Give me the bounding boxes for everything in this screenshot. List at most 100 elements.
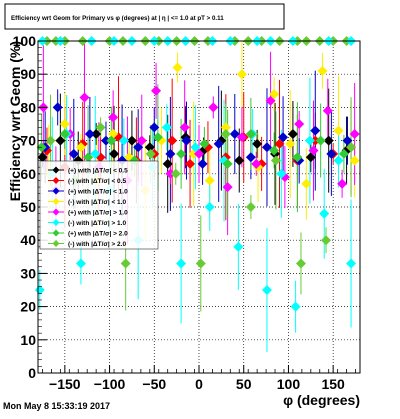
data-point	[165, 148, 176, 159]
data-point	[79, 92, 90, 103]
grid	[38, 40, 360, 374]
data-point	[194, 148, 204, 159]
data-point	[321, 235, 332, 246]
data-point	[285, 138, 296, 149]
data-point	[75, 142, 86, 153]
data-point	[213, 138, 224, 149]
data-point	[55, 135, 66, 146]
y-tick-label: 60	[20, 166, 36, 182]
data-point	[245, 152, 256, 163]
data-point	[37, 152, 48, 163]
data-point	[149, 122, 160, 133]
data-point	[34, 285, 45, 295]
legend-label: (-) with |ΔT/σ| < 1.0	[68, 199, 126, 206]
data-point	[222, 182, 233, 193]
data-point	[83, 152, 94, 163]
data-point	[152, 132, 163, 143]
legend-label: (+) with |ΔT/σ| > 1.0	[68, 210, 128, 217]
data-point	[190, 142, 201, 153]
data-point	[161, 122, 172, 133]
data-point	[346, 142, 357, 153]
legend-label: (-) with |ΔT/σ| > 2.0	[68, 241, 126, 248]
x-tick-label: −150	[49, 376, 81, 392]
data-point	[251, 158, 262, 169]
data-point	[229, 128, 240, 139]
data-point	[68, 148, 79, 159]
data-point	[170, 168, 181, 179]
data-points	[34, 36, 360, 312]
data-point	[195, 258, 206, 269]
data-point	[317, 65, 328, 76]
data-point	[349, 155, 360, 166]
y-tick-label: 30	[20, 265, 36, 281]
x-tick-label: 100	[277, 376, 301, 392]
x-axis-label: φ (degrees)	[283, 392, 360, 408]
data-point	[337, 178, 348, 189]
data-point	[236, 132, 247, 143]
data-point	[276, 168, 287, 179]
data-point	[222, 158, 233, 169]
data-point	[100, 135, 111, 146]
axes: −150 −100 −50 0 50 100 150 0 10 20 30 40 50 60 70 80 90 1…	[13, 33, 356, 392]
data-point	[151, 85, 162, 96]
x-tick-label: 150	[321, 376, 345, 392]
data-point	[118, 135, 129, 146]
data-point	[120, 258, 131, 269]
data-point	[287, 128, 298, 139]
y-tick-label: 90	[20, 66, 36, 82]
title-box	[4, 3, 285, 30]
data-point	[204, 175, 215, 186]
data-point	[234, 155, 245, 166]
y-tick-label: 100	[13, 33, 37, 49]
data-point	[322, 105, 333, 116]
legend-marker	[52, 240, 60, 247]
legend-label: (-) with |ΔT/σ| > 1.0	[68, 220, 126, 227]
x-tick-label: 0	[195, 376, 203, 392]
data-point	[90, 148, 101, 159]
timestamp: Mon May 8 15:33:19 2017	[3, 401, 110, 411]
data-point	[204, 202, 215, 212]
data-point	[233, 241, 244, 252]
data-point	[84, 128, 95, 139]
data-point	[349, 128, 360, 139]
data-point	[220, 122, 231, 133]
y-tick-label: 20	[20, 299, 36, 315]
legend-label: (+) with |ΔT/σ| < 0.5	[68, 168, 128, 175]
data-point	[338, 148, 349, 159]
data-point	[126, 135, 137, 146]
data-point	[176, 148, 187, 159]
legend-marker	[52, 177, 60, 184]
data-point	[252, 138, 263, 149]
data-point	[95, 122, 106, 133]
data-point	[181, 135, 192, 146]
data-point	[199, 138, 210, 149]
data-point	[185, 158, 196, 169]
data-point	[315, 135, 326, 146]
data-point	[261, 142, 272, 153]
data-point	[294, 119, 305, 129]
legend-marker	[52, 198, 60, 205]
data-point	[45, 135, 56, 146]
y-tick-label: 40	[20, 232, 36, 248]
data-point	[319, 208, 330, 219]
data-point	[346, 258, 357, 269]
x-tick-label: 50	[236, 376, 252, 392]
data-point	[292, 152, 303, 163]
data-point	[91, 128, 102, 139]
data-point	[197, 158, 208, 169]
data-point	[108, 112, 119, 123]
data-point	[165, 168, 176, 179]
data-point	[133, 142, 144, 153]
data-point	[220, 128, 231, 139]
data-point	[245, 128, 256, 139]
data-point	[310, 135, 321, 146]
data-point	[269, 145, 280, 156]
data-point	[172, 62, 183, 73]
data-point	[59, 128, 70, 139]
data-point	[333, 155, 344, 166]
y-tick-label: 50	[20, 199, 36, 215]
data-point	[245, 202, 256, 212]
data-point	[109, 148, 120, 159]
